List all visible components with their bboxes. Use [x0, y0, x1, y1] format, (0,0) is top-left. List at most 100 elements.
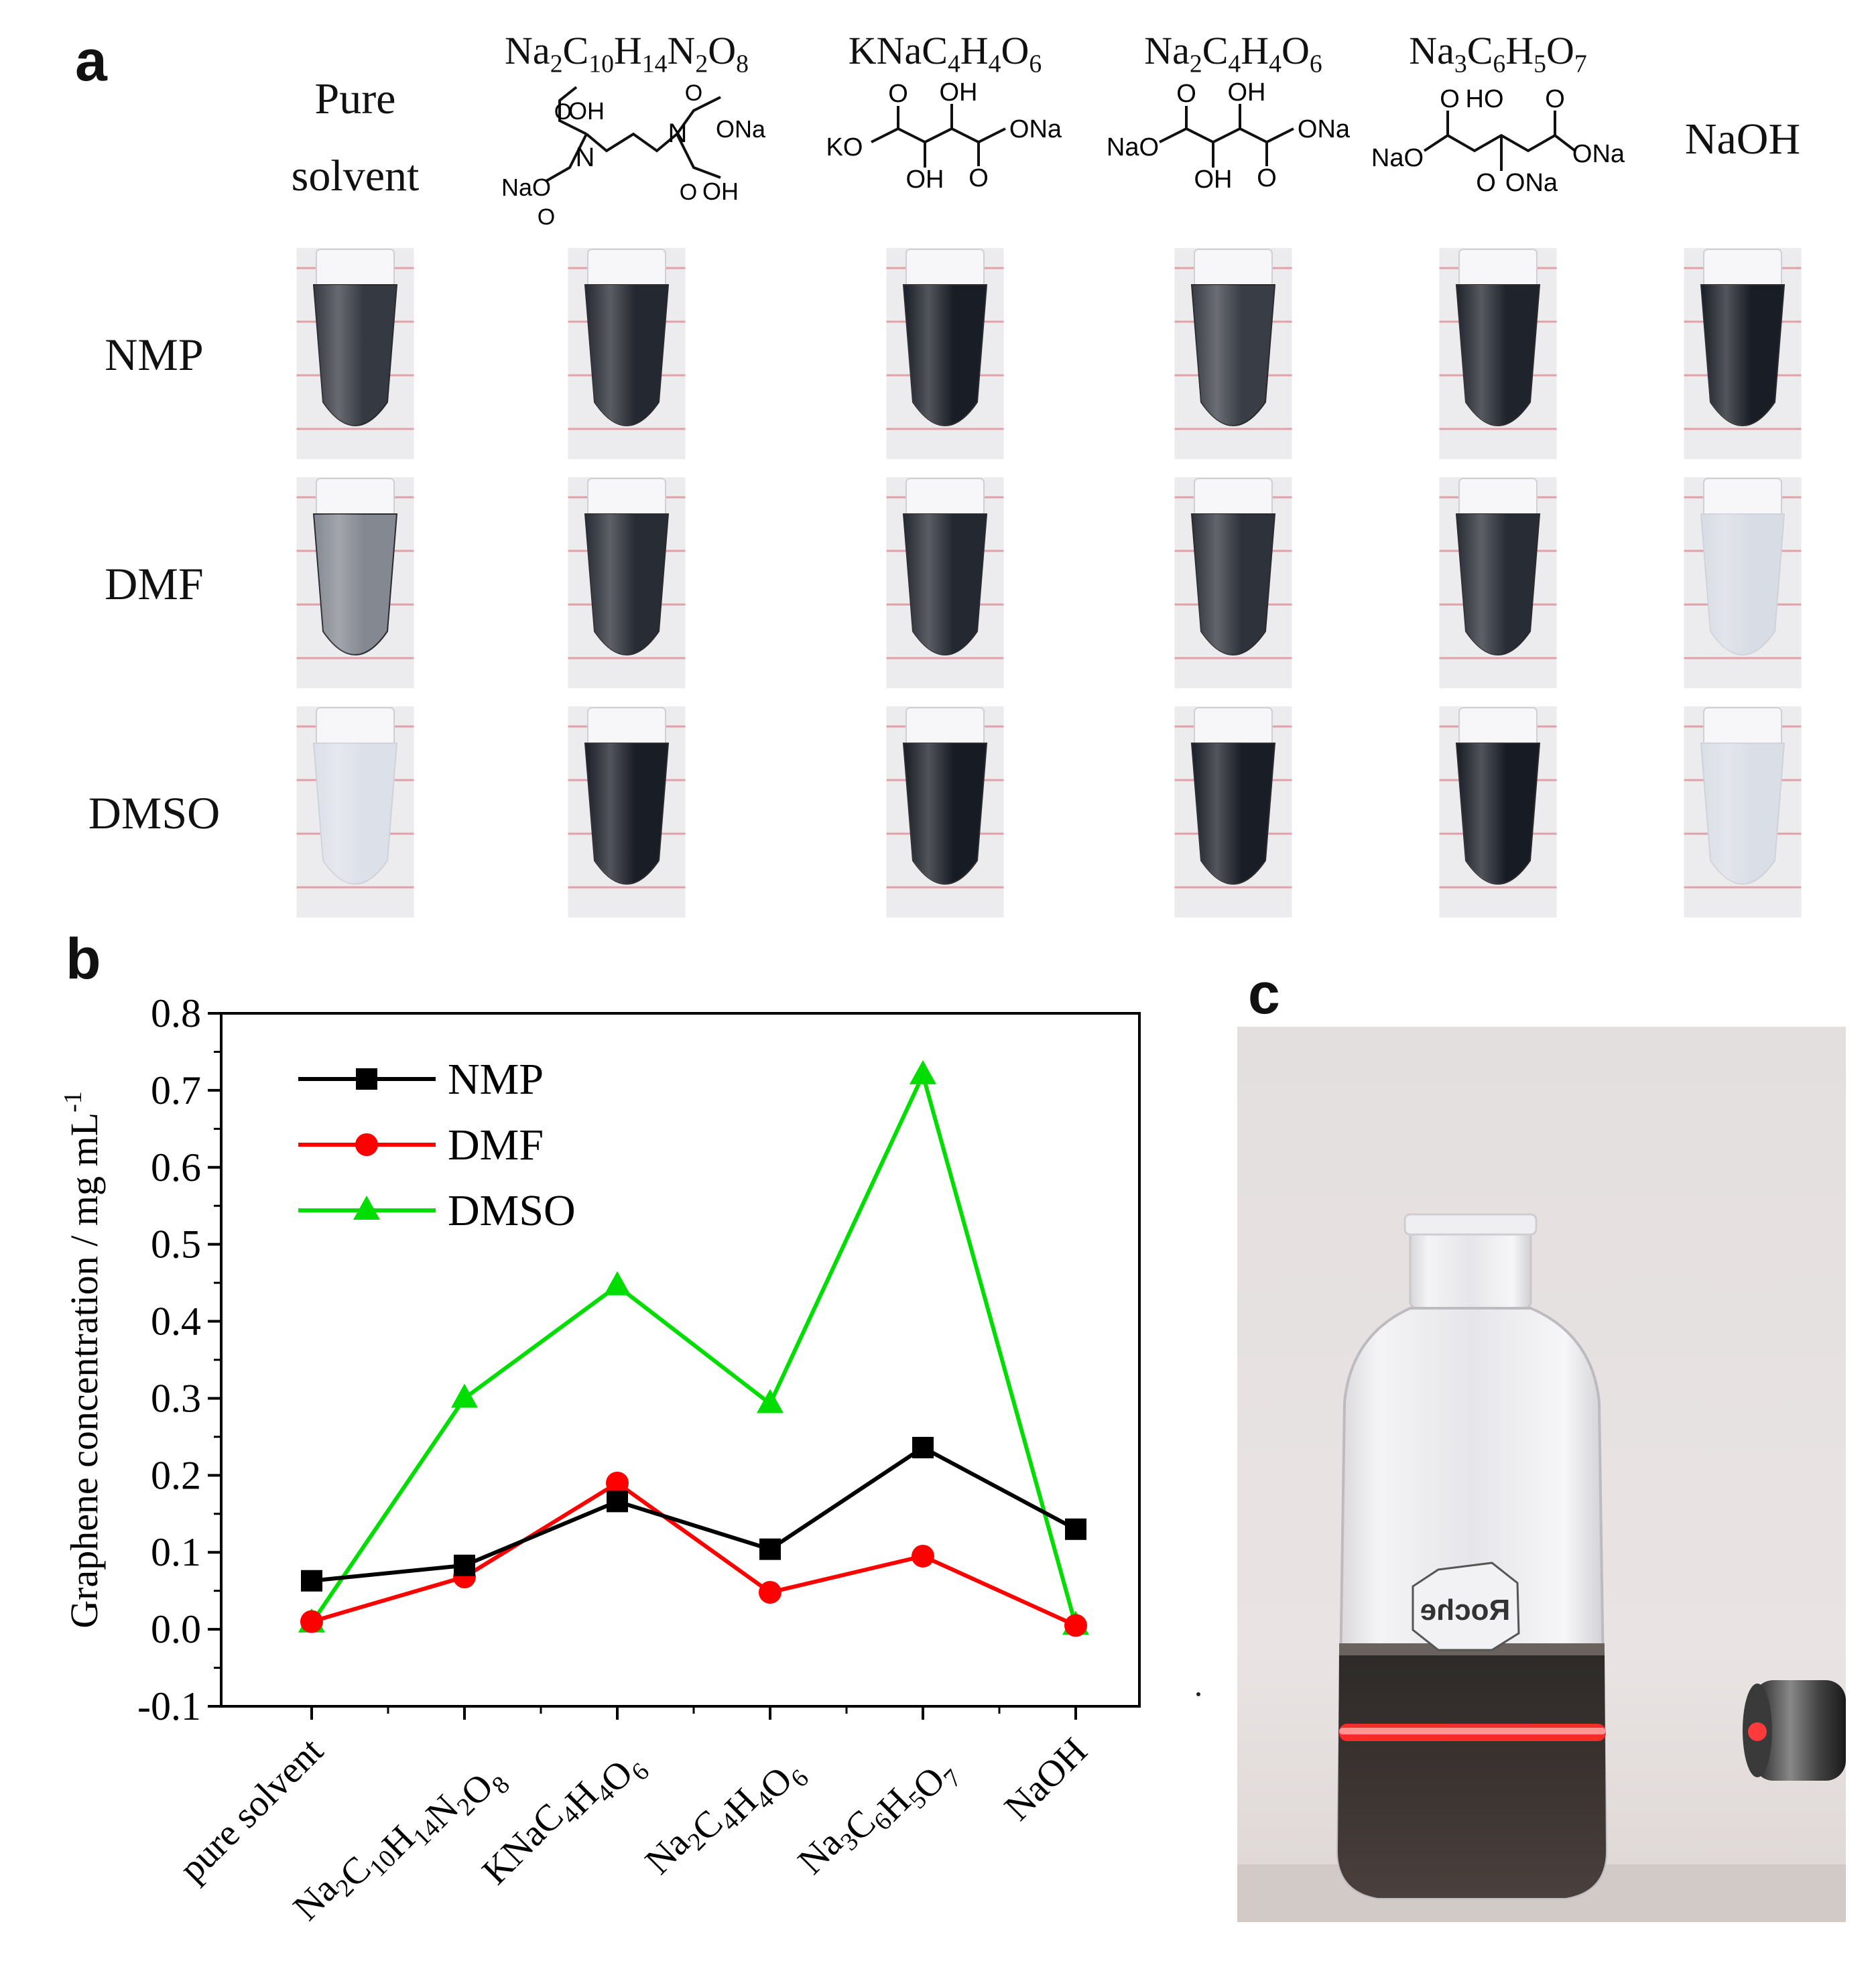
atom-label-nao: NaO: [501, 174, 551, 201]
atom-label-ona: ONa: [1572, 140, 1625, 168]
data-point-dmso: [604, 1271, 631, 1295]
tube-nmp-4: [1439, 248, 1557, 459]
data-point-dmf: [300, 1610, 323, 1633]
atom-label-n: N: [668, 119, 688, 148]
y-tick-label: 0.7: [151, 1068, 201, 1113]
row-label-nmp: NMP: [105, 329, 204, 380]
atom-label-left: KO: [826, 133, 863, 162]
panel-a-letter: a: [75, 29, 107, 93]
legend: NMP DMF DMSO: [298, 1055, 576, 1235]
column-header-3: Na2C4H4O6: [1144, 29, 1322, 78]
legend-label-nmp: NMP: [448, 1055, 544, 1104]
tube-dmso-1: [568, 706, 686, 917]
legend-label-dmso: DMSO: [448, 1186, 576, 1235]
atom-label-o: O: [685, 80, 702, 106]
column-header-4: Na3C6H5O7: [1409, 29, 1587, 78]
data-point-nmp: [301, 1570, 322, 1592]
x-tick-label: KNaC4H4O6: [475, 1730, 655, 1910]
tube-nmp-1: [568, 248, 686, 459]
series-line-nmp: [311, 1445, 1077, 1583]
tube-nmp-5: [1684, 248, 1802, 459]
x-tick-label: Na3C6H5O7: [790, 1730, 967, 1907]
legend-label-dmf: DMF: [448, 1121, 544, 1169]
atom-label-ona: ONa: [1505, 169, 1558, 197]
tube-dmso-3: [1174, 706, 1292, 917]
atom-label-ona: ONa: [716, 115, 766, 143]
row-label-dmf: DMF: [105, 558, 204, 609]
atom-label-right: ONa: [1298, 115, 1351, 143]
column-header-2: KNaC4H4O6: [848, 29, 1042, 78]
bottle-label-text: Roche: [1420, 1594, 1510, 1627]
y-tick-label: 0.3: [151, 1376, 201, 1420]
atom-label-o: O: [1257, 164, 1277, 192]
row-label-dmso: DMSO: [88, 787, 221, 838]
data-point-nmp: [454, 1554, 475, 1576]
legend-marker: [353, 1196, 380, 1220]
atom-label-oh: OH: [940, 78, 978, 107]
y-tick-label: 0.2: [151, 1453, 201, 1497]
glass-bottle: Roche: [1336, 1213, 1608, 1899]
atom-label-o: O: [1545, 85, 1565, 113]
atom-label-o: O: [968, 164, 989, 192]
tube-dmf-0: [296, 477, 414, 688]
tube-dmf-4: [1439, 477, 1557, 688]
atom-label-oh: OH: [568, 97, 605, 125]
y-axis-label: Graphene concentration / mg mL-1: [59, 1091, 106, 1629]
y-tick-label: 0.4: [151, 1299, 201, 1344]
x-tick-label: NaOH: [997, 1730, 1095, 1828]
tube-dmf-2: [886, 477, 1004, 688]
y-tick-label: 0.6: [151, 1145, 201, 1190]
atom-label-o: O: [538, 204, 555, 230]
data-point-dmso: [451, 1383, 478, 1408]
atom-label-o: O: [888, 80, 908, 108]
y-tick-label: 0.1: [151, 1530, 201, 1574]
atom-label-nao: NaO: [1371, 144, 1424, 172]
atom-label-o: O: [554, 99, 572, 125]
data-point-dmso: [910, 1060, 936, 1084]
column-header-5: NaOH: [1684, 115, 1801, 164]
data-point-nmp: [607, 1490, 628, 1513]
data-point-nmp: [759, 1538, 781, 1560]
y-tick-label: 0.5: [151, 1222, 201, 1267]
series-line-dmf: [311, 1480, 1077, 1628]
tube-dmf-1: [568, 477, 686, 688]
x-tick-label: pure solvent: [172, 1730, 332, 1890]
data-point-dmf: [759, 1580, 781, 1604]
data-point-nmp: [912, 1436, 934, 1458]
panel-b-letter: b: [66, 927, 101, 991]
tube-nmp-2: [886, 248, 1004, 459]
stray-dot: [1196, 1692, 1200, 1696]
data-point-dmso: [757, 1389, 784, 1413]
data-point-dmf: [912, 1544, 934, 1568]
data-point-dmf: [1064, 1614, 1087, 1637]
column-header-1: Na2C10H14N2O8: [505, 29, 749, 78]
atom-label-o: O: [680, 180, 697, 205]
atom-label-ho: HO: [1466, 85, 1504, 113]
atom-label-n: N: [576, 143, 595, 172]
y-tick-label: -0.1: [137, 1684, 201, 1728]
tube-dmso-5: [1684, 706, 1802, 917]
series-line-dmso: [310, 1069, 1078, 1627]
bottle-photo: Roche: [1237, 1027, 1846, 1922]
tube-nmp-0: [296, 248, 414, 459]
tube-photo-grid: [296, 248, 1802, 917]
atom-label-oh: OH: [702, 178, 739, 205]
column-header-0: Pure solvent: [291, 74, 420, 200]
y-tick-label: 0.8: [151, 991, 201, 1035]
laser-pointer: [1743, 1680, 1846, 1781]
tube-dmso-2: [886, 706, 1004, 917]
atom-label-o: O: [1176, 80, 1196, 108]
tube-nmp-3: [1174, 248, 1292, 459]
panel-c-letter: c: [1248, 962, 1280, 1026]
atom-label-oh: OH: [1194, 166, 1233, 194]
y-tick-label: 0.0: [151, 1607, 201, 1651]
atom-label-left: NaO: [1107, 133, 1159, 162]
atom-label-oh: OH: [1228, 78, 1266, 107]
atom-label-o: O: [1440, 85, 1460, 113]
atom-label-oh: OH: [906, 166, 944, 194]
data-point-dmf: [606, 1471, 629, 1495]
series-dmf: [300, 1471, 1087, 1637]
data-point-nmp: [1065, 1518, 1086, 1540]
